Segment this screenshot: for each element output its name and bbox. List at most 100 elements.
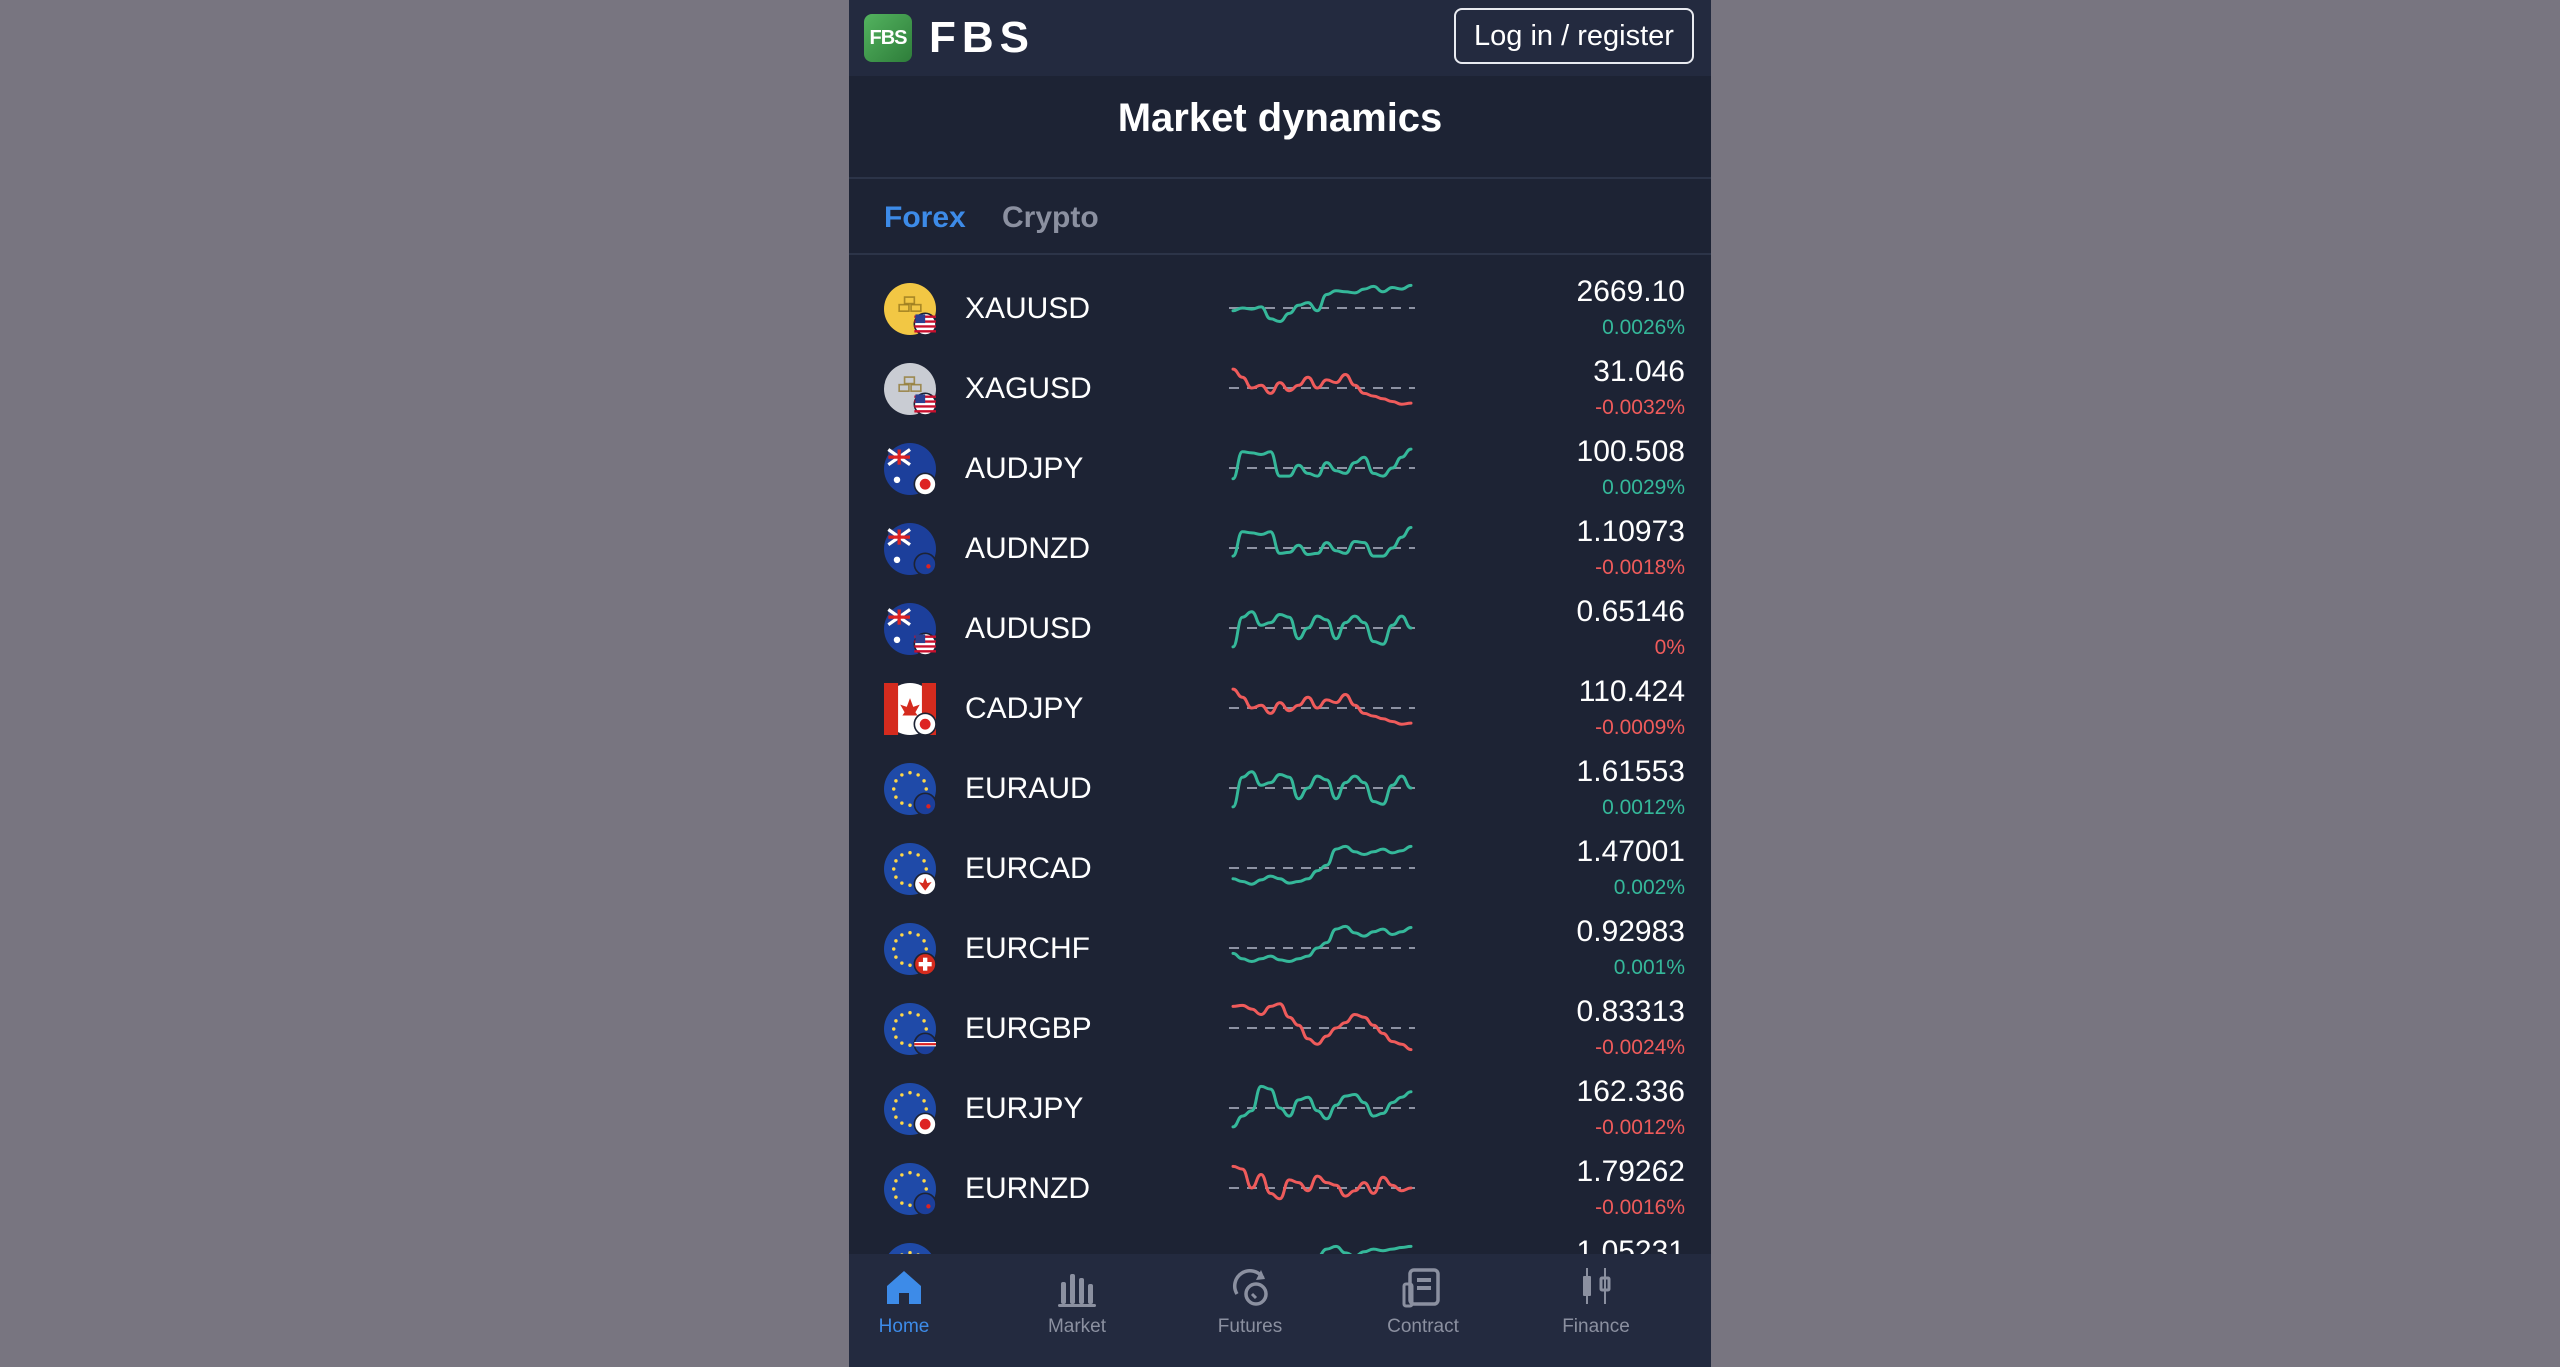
sparkline-chart [1229,1237,1415,1254]
price-value: 0.65146 [1576,595,1685,628]
symbol-label: EURNZD [965,1172,1090,1205]
bottom-nav: Home Market Futures Contract Finance [849,1254,1711,1367]
sparkline-chart [1229,1077,1415,1139]
app-window: FBS FBS Log in / register Market dynamic… [849,0,1711,1367]
sparkline-chart [1229,837,1415,899]
price-value: 1.61553 [1576,755,1685,788]
eur-usd-icon [884,1243,936,1254]
brand-name[interactable]: FBS [929,13,1035,62]
nav-item-home[interactable]: Home [849,1264,974,1359]
symbol-label: EURGBP [965,1012,1092,1045]
change-percent: -0.0024% [1595,1036,1685,1059]
sparkline-chart [1229,357,1415,419]
contract-icon [1402,1268,1440,1308]
change-percent: -0.0032% [1595,396,1685,419]
divider [849,253,1711,255]
quote-row-audnzd[interactable]: AUDNZD 1.10973 -0.0018% [849,509,1711,589]
quote-row-audusd[interactable]: AUDUSD 0.65146 0% [849,589,1711,669]
symbol-label: XAGUSD [965,372,1092,405]
market-tabs: Forex Crypto [849,190,1711,250]
eur-chf-icon [884,923,937,976]
quote-row-eurjpy[interactable]: EURJPY 162.336 -0.0012% [849,1069,1711,1149]
eur-nzd-icon [884,1163,937,1216]
sparkline-chart [1229,997,1415,1059]
quote-row-euraud[interactable]: EURAUD 1.61553 0.0012% [849,749,1711,829]
price-value: 162.336 [1576,1075,1685,1108]
sparkline-chart [1229,677,1415,739]
price-value: 1.79262 [1576,1155,1685,1188]
change-percent: 0.002% [1613,876,1685,899]
sparkline-chart [1229,517,1415,579]
quote-row-eurchf[interactable]: EURCHF 0.92983 0.001% [849,909,1711,989]
quote-row-xauusd[interactable]: XAUUSD 2669.10 0.0026% [849,269,1711,349]
quote-row-eurcad[interactable]: EURCAD 1.47001 0.002% [849,829,1711,909]
cad-jpy-icon [884,683,937,736]
quote-row-cadjpy[interactable]: CADJPY 110.424 -0.0009% [849,669,1711,749]
aud-usd-icon [884,603,937,656]
price-value: 100.508 [1576,435,1685,468]
change-percent: -0.0018% [1595,556,1685,579]
symbol-label: AUDJPY [965,452,1084,485]
change-percent: 0.0012% [1602,796,1685,819]
nav-label: Finance [1562,1316,1630,1337]
eur-cad-icon [884,843,937,896]
change-percent: 0.0029% [1602,476,1685,499]
price-value: 110.424 [1578,675,1685,708]
price-value: 31.046 [1593,355,1685,388]
aud-jpy-icon [884,443,937,496]
fbs-logo-icon[interactable]: FBS [864,14,912,62]
quote-row-xagusd[interactable]: XAGUSD 31.046 -0.0032% [849,349,1711,429]
symbol-label: EURJPY [965,1092,1084,1125]
sparkline-chart [1229,917,1415,979]
price-value: 0.83313 [1576,995,1685,1028]
sparkline-chart [1229,437,1415,499]
sparkline-chart [1229,597,1415,659]
quote-list[interactable]: XAUUSD 2669.10 0.0026% XAGUSD 31.046 -0.0032%… [849,255,1711,1254]
symbol-label: XAUUSD [965,292,1091,325]
sparkline-chart [1229,1157,1415,1219]
price-value: 2669.10 [1576,275,1685,308]
finance-icon [1583,1268,1611,1304]
eur-gbp-icon [884,1003,937,1056]
divider [849,177,1711,179]
price-value: 1.47001 [1576,835,1685,868]
nav-item-futures[interactable]: Futures [1180,1264,1320,1359]
symbol-label: AUDUSD [965,612,1092,645]
change-percent: -0.0016% [1595,1196,1685,1219]
change-percent: 0.001% [1613,956,1685,979]
gold-usd-icon [884,283,937,336]
nav-label: Market [1047,1316,1107,1337]
symbol-label: CADJPY [965,692,1084,725]
change-percent: 0% [1654,636,1685,659]
price-value: 0.92983 [1576,915,1685,948]
nav-item-market[interactable]: Market [1007,1264,1147,1359]
tab-forex[interactable]: Forex [884,201,966,234]
symbol-label: EURCHF [965,932,1090,965]
nav-item-contract[interactable]: Contract [1353,1264,1493,1359]
silver-usd-icon [884,363,937,416]
nav-label: Contract [1387,1316,1459,1337]
change-percent: 0.0026% [1602,316,1685,339]
quote-row-eurnzd[interactable]: EURNZD 1.79262 -0.0016% [849,1149,1711,1229]
nav-label: Futures [1217,1316,1283,1337]
sparkline-chart [1229,757,1415,819]
page-title: Market dynamics [1117,96,1443,140]
sparkline-chart [1229,277,1415,339]
tab-crypto[interactable]: Crypto [1002,201,1099,234]
home-icon [887,1271,921,1304]
price-value: 1.05231 [1576,1235,1685,1254]
nav-item-finance[interactable]: Finance [1526,1264,1666,1359]
futures-icon [1233,1268,1268,1306]
change-percent: -0.0012% [1595,1116,1685,1139]
eur-jpy-icon [884,1083,937,1136]
quote-row-eurgbp[interactable]: EURGBP 0.83313 -0.0024% [849,989,1711,1069]
quote-row-eurusd[interactable]: EURUSD 1.05231 [849,1229,1711,1254]
aud-nzd-icon [884,523,937,576]
quote-row-audjpy[interactable]: AUDJPY 100.508 0.0029% [849,429,1711,509]
change-percent: -0.0009% [1595,716,1685,739]
top-bar: FBS FBS Log in / register [849,0,1711,76]
symbol-label: AUDNZD [965,532,1090,565]
price-value: 1.10973 [1576,515,1685,548]
nav-label: Home [878,1316,930,1337]
login-register-button[interactable]: Log in / register [1454,8,1694,64]
